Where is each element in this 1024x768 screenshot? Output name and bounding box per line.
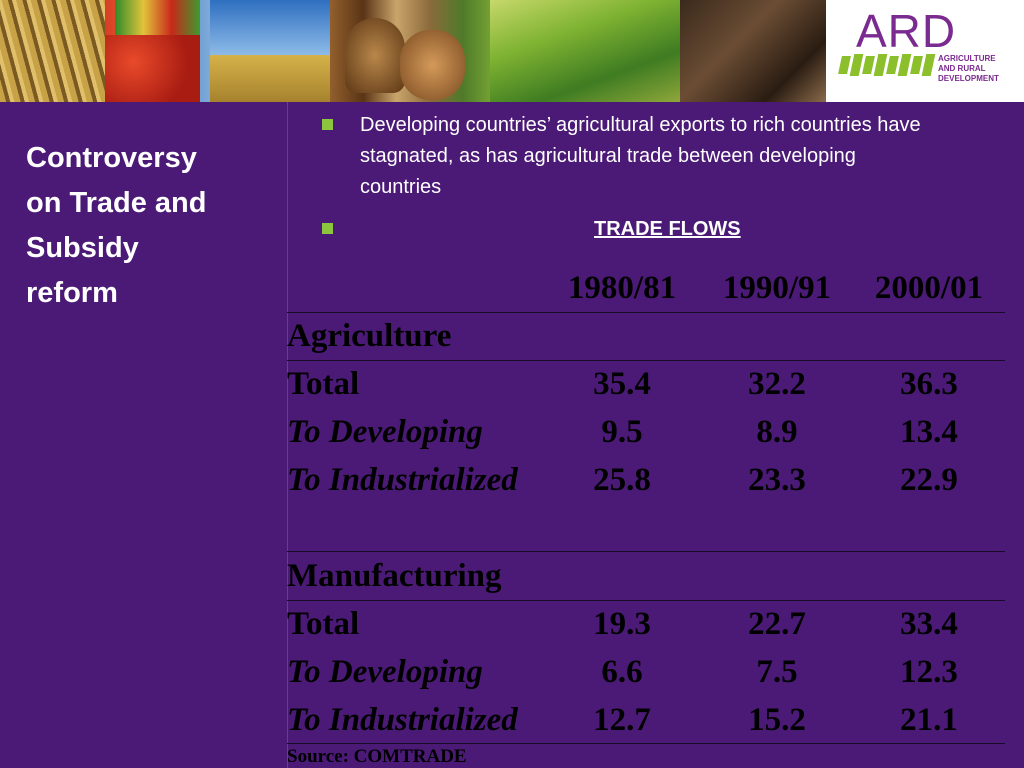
table-source-note: Source: COMTRADE xyxy=(287,746,467,767)
table-cell: 22.9 xyxy=(900,462,958,498)
row-label: To Industrialized xyxy=(287,702,518,738)
tomatoes-photo xyxy=(105,35,200,102)
table-row: Total 35.4 32.2 36.3 xyxy=(287,362,1005,410)
table-cell: 32.2 xyxy=(748,366,806,402)
bullet-item: Developing countries’ agricultural expor… xyxy=(322,110,942,205)
table-row: To Industrialized 12.7 15.2 21.1 xyxy=(287,698,1005,746)
bullet-item: TRADE FLOWS xyxy=(322,214,1002,246)
header-banner: ARD AGRICULTURE AND RURAL DEVELOPMENT xyxy=(0,0,1024,102)
row-label: To Industrialized xyxy=(287,462,518,498)
table-rule xyxy=(287,551,1005,552)
banner-photo-collage xyxy=(0,0,826,102)
logo-subtitle: AGRICULTURE AND RURAL DEVELOPMENT xyxy=(938,54,1022,84)
harvester-sky-photo xyxy=(210,0,330,55)
slide-title: Controversy on Trade and Subsidy reform xyxy=(26,136,266,316)
table-cell: 6.6 xyxy=(601,654,643,690)
harvester-field-photo xyxy=(210,55,330,102)
produce-basket-photo xyxy=(400,30,465,100)
column-header: 2000/01 xyxy=(874,270,984,306)
rice-field-photo xyxy=(490,0,680,102)
slide-title-line: Controversy xyxy=(26,142,197,174)
table-cell: 19.3 xyxy=(593,606,651,642)
table-cell: 33.4 xyxy=(900,606,958,642)
logo-subtitle-line: DEVELOPMENT xyxy=(938,74,999,83)
slide-title-line: Subsidy xyxy=(26,232,139,264)
table-cell: 21.1 xyxy=(900,702,958,738)
row-label: Total xyxy=(287,366,360,402)
table-cell: 23.3 xyxy=(748,462,806,498)
logo-subtitle-line: AND RURAL xyxy=(938,64,986,73)
bullet-text: Developing countries’ agricultural expor… xyxy=(360,114,921,198)
table-rule xyxy=(287,312,1005,313)
basket-photo xyxy=(345,18,405,93)
slide-title-line: on Trade and xyxy=(26,187,207,219)
row-label: To Developing xyxy=(287,414,483,450)
section-title: Agriculture xyxy=(287,318,452,354)
table-row: To Developing 9.5 8.9 13.4 xyxy=(287,410,1005,458)
table-cell: 8.9 xyxy=(756,414,798,450)
hands-photo xyxy=(680,0,826,102)
row-label: Total xyxy=(287,606,360,642)
column-header: 1980/81 xyxy=(567,270,677,306)
logo-text: ARD xyxy=(856,5,957,57)
vegetables-photo xyxy=(115,0,200,35)
square-bullet-icon xyxy=(322,119,333,130)
slide-title-line: reform xyxy=(26,277,118,309)
section-title: Manufacturing xyxy=(287,558,502,594)
column-header: 1990/91 xyxy=(722,270,832,306)
table-cell: 7.5 xyxy=(756,654,798,690)
ard-logo: ARD AGRICULTURE AND RURAL DEVELOPMENT xyxy=(826,0,1024,102)
grain-photo xyxy=(0,0,105,102)
table-row: To Industrialized 25.8 23.3 22.9 xyxy=(287,458,1005,506)
row-label: To Developing xyxy=(287,654,483,690)
table-rule xyxy=(287,600,1005,601)
section-title-row: Agriculture xyxy=(287,314,1005,362)
table-cell: 25.8 xyxy=(593,462,651,498)
table-cell: 12.7 xyxy=(593,702,651,738)
spacer-row xyxy=(287,506,1005,554)
table-cell: 12.3 xyxy=(900,654,958,690)
table-cell: 15.2 xyxy=(748,702,806,738)
table-header-row: 1980/81 1990/91 2000/01 xyxy=(287,266,1005,314)
table-cell: 36.3 xyxy=(900,366,958,402)
table-rule xyxy=(287,743,1005,744)
table-cell: 22.7 xyxy=(748,606,806,642)
table-row: To Developing 6.6 7.5 12.3 xyxy=(287,650,1005,698)
table-cell: 35.4 xyxy=(593,366,651,402)
trade-flows-table: 1980/81 1990/91 2000/01 Agriculture Tota… xyxy=(287,266,1005,746)
square-bullet-icon xyxy=(322,223,333,234)
trade-flows-heading: TRADE FLOWS xyxy=(594,218,741,240)
vertical-divider xyxy=(287,102,288,768)
table-rule xyxy=(287,360,1005,361)
table-cell: 9.5 xyxy=(601,414,643,450)
logo-subtitle-line: AGRICULTURE xyxy=(938,54,996,63)
table-cell: 13.4 xyxy=(900,414,958,450)
logo-stripes-icon xyxy=(838,54,936,76)
table-row: Total 19.3 22.7 33.4 xyxy=(287,602,1005,650)
section-title-row: Manufacturing xyxy=(287,554,1005,602)
